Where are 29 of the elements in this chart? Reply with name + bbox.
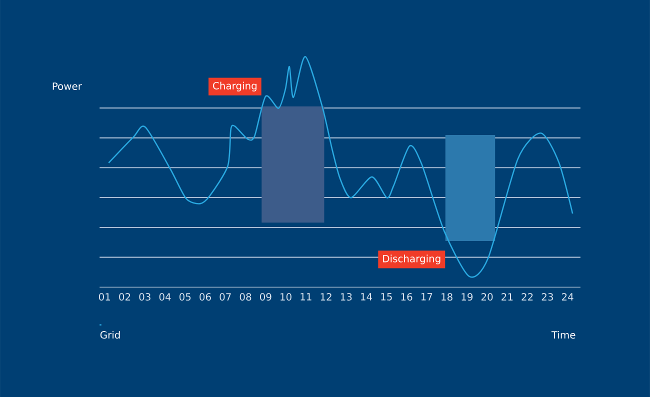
x-tick-label: 08 (240, 292, 252, 300)
x-tick-label: 02 (119, 292, 130, 300)
x-axis-title: Time (551, 330, 576, 338)
x-tick-label: 13 (340, 292, 352, 300)
x-tick-label: 17 (421, 292, 432, 300)
x-tick-label: 21 (502, 292, 513, 300)
x-tick-label: 18 (442, 292, 452, 300)
x-tick-label: 20 (481, 292, 493, 300)
x-tick-label: 16 (401, 292, 412, 300)
x-tick-label: 14 (361, 292, 372, 300)
band-label: Charging (213, 82, 256, 92)
x-tick-label: 07 (220, 292, 231, 300)
x-tick-label: 06 (200, 292, 211, 300)
x-tick-label: 22 (522, 292, 533, 300)
x-tick-label: 10 (280, 292, 292, 300)
x-tick-label: 09 (260, 292, 272, 300)
x-tick-label: 04 (159, 292, 171, 300)
x-tick-label: 12 (320, 292, 332, 300)
x-tick-label: 23 (542, 292, 553, 300)
legend-label: Grid (100, 330, 120, 338)
x-tick-label: 05 (179, 292, 191, 300)
band-label: Discharging (383, 254, 440, 264)
x-tick-label: 01 (98, 292, 110, 300)
x-tick-label: 15 (381, 292, 392, 300)
x-tick-label: 24 (562, 292, 574, 300)
x-tick-label: 03 (139, 292, 150, 300)
x-tick-label: 11 (300, 292, 312, 300)
x-tick-label: 19 (462, 292, 473, 300)
y-axis-title: Power (52, 82, 82, 90)
